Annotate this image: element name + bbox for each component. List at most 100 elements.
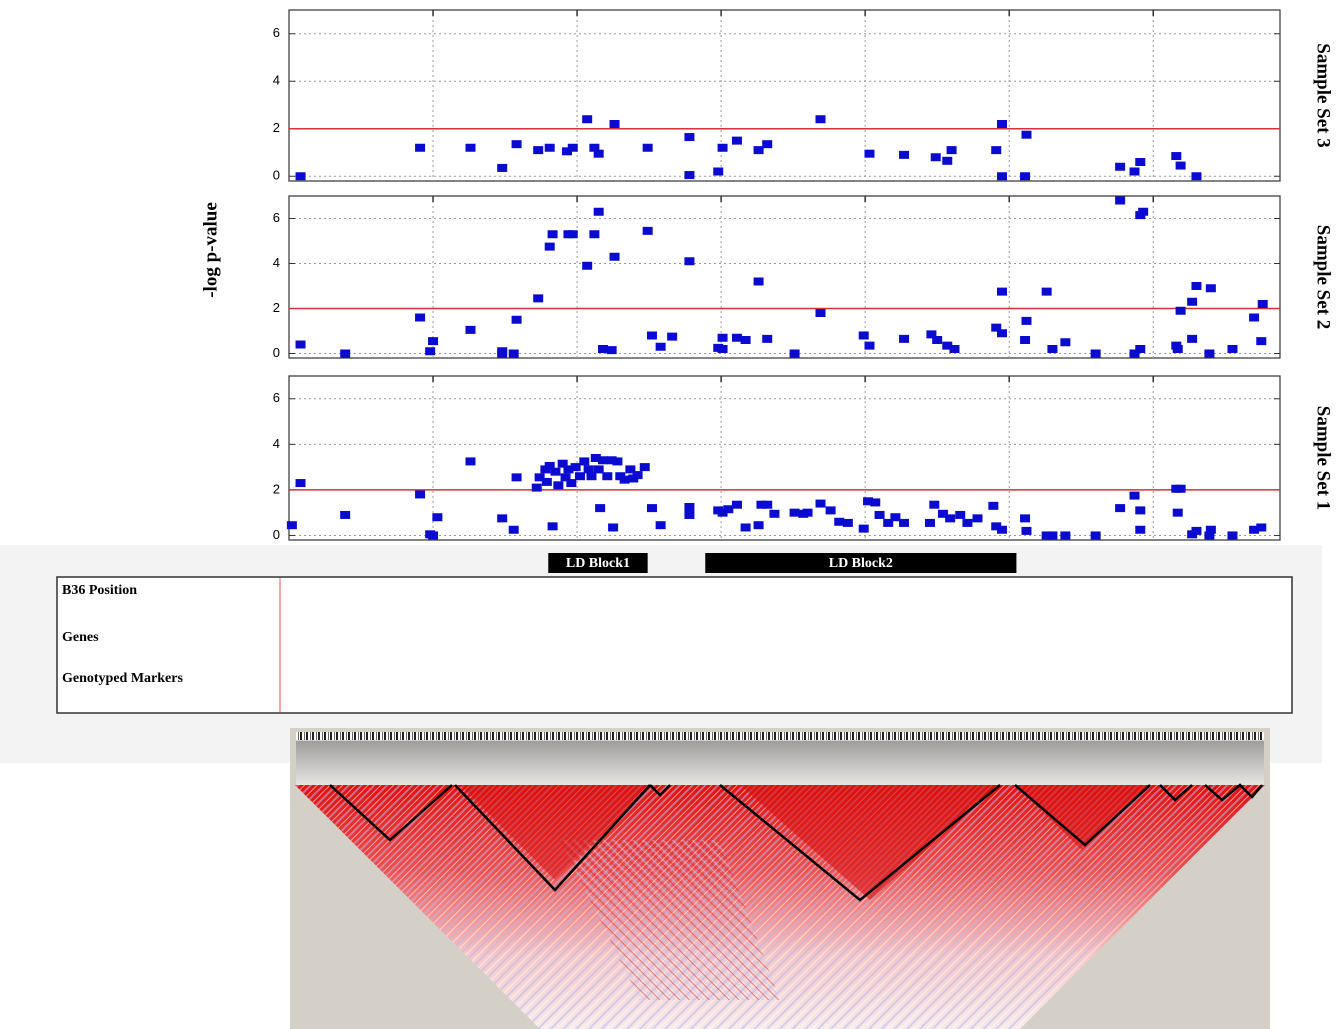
point — [946, 146, 957, 155]
y-tick-label: 6 — [273, 390, 280, 405]
point — [550, 467, 561, 476]
point — [593, 465, 604, 474]
point — [583, 465, 594, 474]
point — [1135, 506, 1146, 515]
point — [1047, 531, 1058, 540]
point — [544, 143, 555, 152]
point — [561, 147, 572, 156]
point — [415, 313, 426, 322]
point — [762, 334, 773, 343]
point — [582, 261, 593, 270]
point — [619, 475, 630, 484]
point — [1129, 349, 1140, 358]
point — [632, 471, 643, 480]
point — [997, 525, 1008, 534]
point — [932, 336, 943, 344]
ld-block-outline — [1204, 783, 1263, 802]
point — [511, 140, 522, 149]
point — [1249, 525, 1260, 534]
point — [858, 524, 869, 533]
plot-area — [288, 195, 1281, 359]
point — [586, 472, 597, 481]
point — [1191, 526, 1202, 535]
point — [717, 333, 728, 342]
point — [465, 143, 476, 152]
point — [579, 457, 590, 466]
plots: 0 2 4 6 Sample Set 3 0 2 4 6 Sample Set 2 0 2 4 6 Samp… — [233, 9, 1334, 712]
point — [753, 146, 764, 155]
point — [1041, 287, 1052, 296]
point — [740, 523, 751, 532]
point — [802, 508, 813, 517]
point — [753, 277, 764, 286]
point — [465, 457, 476, 466]
point — [899, 334, 910, 343]
point — [1172, 345, 1183, 353]
point — [991, 323, 1002, 332]
point — [533, 294, 544, 303]
point — [428, 531, 439, 540]
y-tick-label: 0 — [273, 527, 280, 542]
ld-block-label: LD Block2 — [829, 556, 893, 571]
point — [295, 479, 306, 488]
point — [930, 153, 941, 162]
point — [789, 508, 800, 517]
point — [1249, 313, 1260, 322]
ld-block-outline — [454, 784, 651, 892]
point — [646, 331, 657, 340]
point — [1187, 334, 1198, 343]
point — [609, 120, 620, 128]
point — [756, 500, 767, 509]
point — [684, 502, 695, 511]
point — [508, 525, 519, 534]
point — [655, 342, 666, 351]
point — [1135, 525, 1146, 534]
y-tick-label: 2 — [273, 300, 280, 315]
point — [926, 330, 937, 339]
point — [955, 510, 966, 519]
panel-title: Sample Set 3 — [1313, 43, 1334, 148]
point — [609, 252, 620, 261]
point — [864, 341, 875, 350]
point — [598, 345, 609, 353]
point — [567, 143, 578, 152]
point — [646, 504, 657, 513]
point — [1138, 207, 1149, 216]
point — [1090, 349, 1101, 358]
point — [497, 163, 508, 172]
point — [497, 349, 508, 358]
ld-marker-strip — [296, 732, 1264, 740]
ld-block-outline — [719, 784, 1001, 902]
ld-block-outline — [1014, 784, 1151, 847]
y-tick-label: 2 — [273, 120, 280, 135]
ld-texture — [460, 785, 650, 880]
position-header: B36 Position — [62, 583, 137, 598]
point — [1187, 297, 1198, 306]
point — [1256, 337, 1267, 346]
point — [815, 309, 826, 317]
point — [1115, 504, 1126, 513]
point — [508, 349, 519, 358]
point — [1129, 167, 1140, 176]
point — [639, 463, 650, 472]
point — [723, 505, 734, 514]
plot-area — [288, 9, 1281, 182]
point — [899, 518, 910, 527]
point — [834, 517, 845, 526]
point — [589, 230, 600, 239]
point — [590, 454, 601, 462]
point — [1135, 345, 1146, 353]
plot-area — [288, 375, 1281, 541]
point — [753, 521, 764, 530]
point — [1205, 284, 1216, 293]
point — [731, 136, 742, 145]
point — [589, 143, 600, 152]
y-tick-label: 6 — [273, 210, 280, 225]
point — [340, 510, 351, 519]
point — [547, 522, 558, 531]
point — [1060, 531, 1071, 540]
point — [595, 504, 606, 513]
point — [945, 514, 956, 523]
point — [295, 340, 306, 349]
point — [560, 473, 571, 482]
